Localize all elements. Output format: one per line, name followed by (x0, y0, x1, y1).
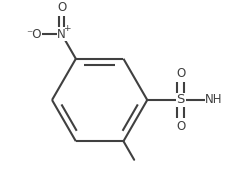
Text: NH: NH (205, 93, 223, 107)
Text: +: + (63, 24, 70, 33)
Text: O: O (176, 67, 185, 80)
Text: O: O (176, 120, 185, 133)
Text: O: O (57, 1, 66, 14)
Text: N: N (57, 28, 66, 40)
Text: ⁻O: ⁻O (26, 28, 42, 40)
Text: S: S (176, 93, 185, 107)
